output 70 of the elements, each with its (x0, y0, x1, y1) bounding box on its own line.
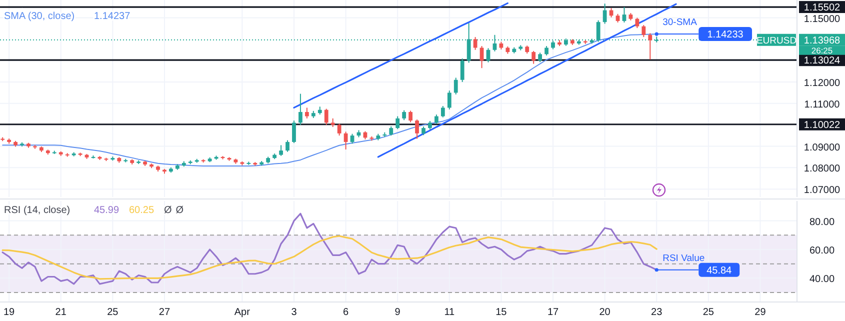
y-tick-label: 1.09000 (804, 142, 841, 154)
candlestick (460, 58, 464, 83)
x-tick-label: 25 (107, 307, 119, 318)
x-tick-label: 11 (444, 307, 456, 318)
candlestick (602, 3, 607, 24)
line-series (293, 2, 508, 109)
y-tick-label: 1.11000 (804, 99, 840, 110)
annotation: 1.14233 (707, 30, 744, 41)
candlestick (473, 36, 478, 50)
candlestick (538, 52, 542, 63)
candlestick (415, 118, 419, 140)
x-tick-label: 9 (394, 307, 401, 318)
candlestick (454, 77, 458, 95)
candlestick (408, 110, 412, 123)
legend-title: RSI (14, close) (4, 205, 70, 216)
x-tick-label: 29 (754, 307, 766, 318)
candlestick (635, 17, 640, 29)
x-tick-label: 25 (702, 307, 714, 318)
candlestick (286, 140, 290, 152)
candlestick (440, 105, 445, 118)
ref-line-label: 1.13968 (804, 35, 841, 46)
text: 26:25 (811, 45, 833, 56)
annotation: Ø (164, 205, 172, 216)
candlestick (648, 32, 652, 60)
y-tick-label: 1.08000 (804, 164, 841, 175)
annotation: Ø (176, 205, 184, 216)
candlestick (642, 24, 646, 38)
annotation: 30-SMA (662, 17, 698, 28)
annotation: RSI Value (662, 252, 705, 264)
x-tick-label: 17 (547, 307, 560, 318)
candlestick (298, 93, 302, 126)
line-series (2, 235, 658, 280)
x-tick-label: 19 (4, 307, 16, 318)
x-tick-label: 3 (291, 307, 298, 318)
y-tick-label: 1.15000 (804, 14, 841, 25)
text: SMA (30, close) (4, 11, 75, 22)
candlestick (350, 133, 354, 144)
candlestick (292, 120, 296, 144)
annotation: 1.14237 (94, 11, 131, 22)
candlestick (402, 110, 406, 121)
candlestick (324, 108, 328, 126)
y-tick-label: 1.12000 (804, 78, 841, 90)
ref-line-label: 1.10022 (804, 120, 841, 131)
candlestick (434, 114, 438, 124)
ref-line-label: 1.13024 (804, 56, 841, 67)
x-tick-label: 27 (158, 307, 170, 318)
x-tick-label: 6 (343, 307, 350, 318)
annotation: 60.25 (129, 205, 154, 216)
candlestick (337, 123, 342, 136)
candlestick (389, 126, 394, 136)
annotation: EURUSD (756, 35, 797, 46)
candlestick (544, 46, 548, 56)
annotation: 45.99 (94, 205, 120, 216)
candlestick (396, 116, 400, 130)
x-tick-label: 23 (651, 307, 663, 318)
candlestick (532, 50, 536, 64)
y-tick-label: 1.07000 (804, 185, 841, 196)
candlestick (304, 107, 309, 119)
candlestick (622, 6, 626, 23)
x-tick-label: 15 (496, 307, 508, 318)
y-tick-label: 80.00 (809, 216, 835, 228)
candlestick (279, 144, 283, 156)
ref-line-label: 1.15502 (804, 2, 841, 14)
annotation: 45.84 (706, 265, 732, 276)
y-tick-label: 60.00 (809, 245, 835, 256)
x-tick-label: Apr (234, 307, 251, 318)
y-tick-label: 40.00 (809, 274, 835, 286)
candlestick (447, 90, 452, 110)
x-tick-label: 21 (55, 307, 67, 318)
x-tick-label: 20 (599, 307, 611, 318)
